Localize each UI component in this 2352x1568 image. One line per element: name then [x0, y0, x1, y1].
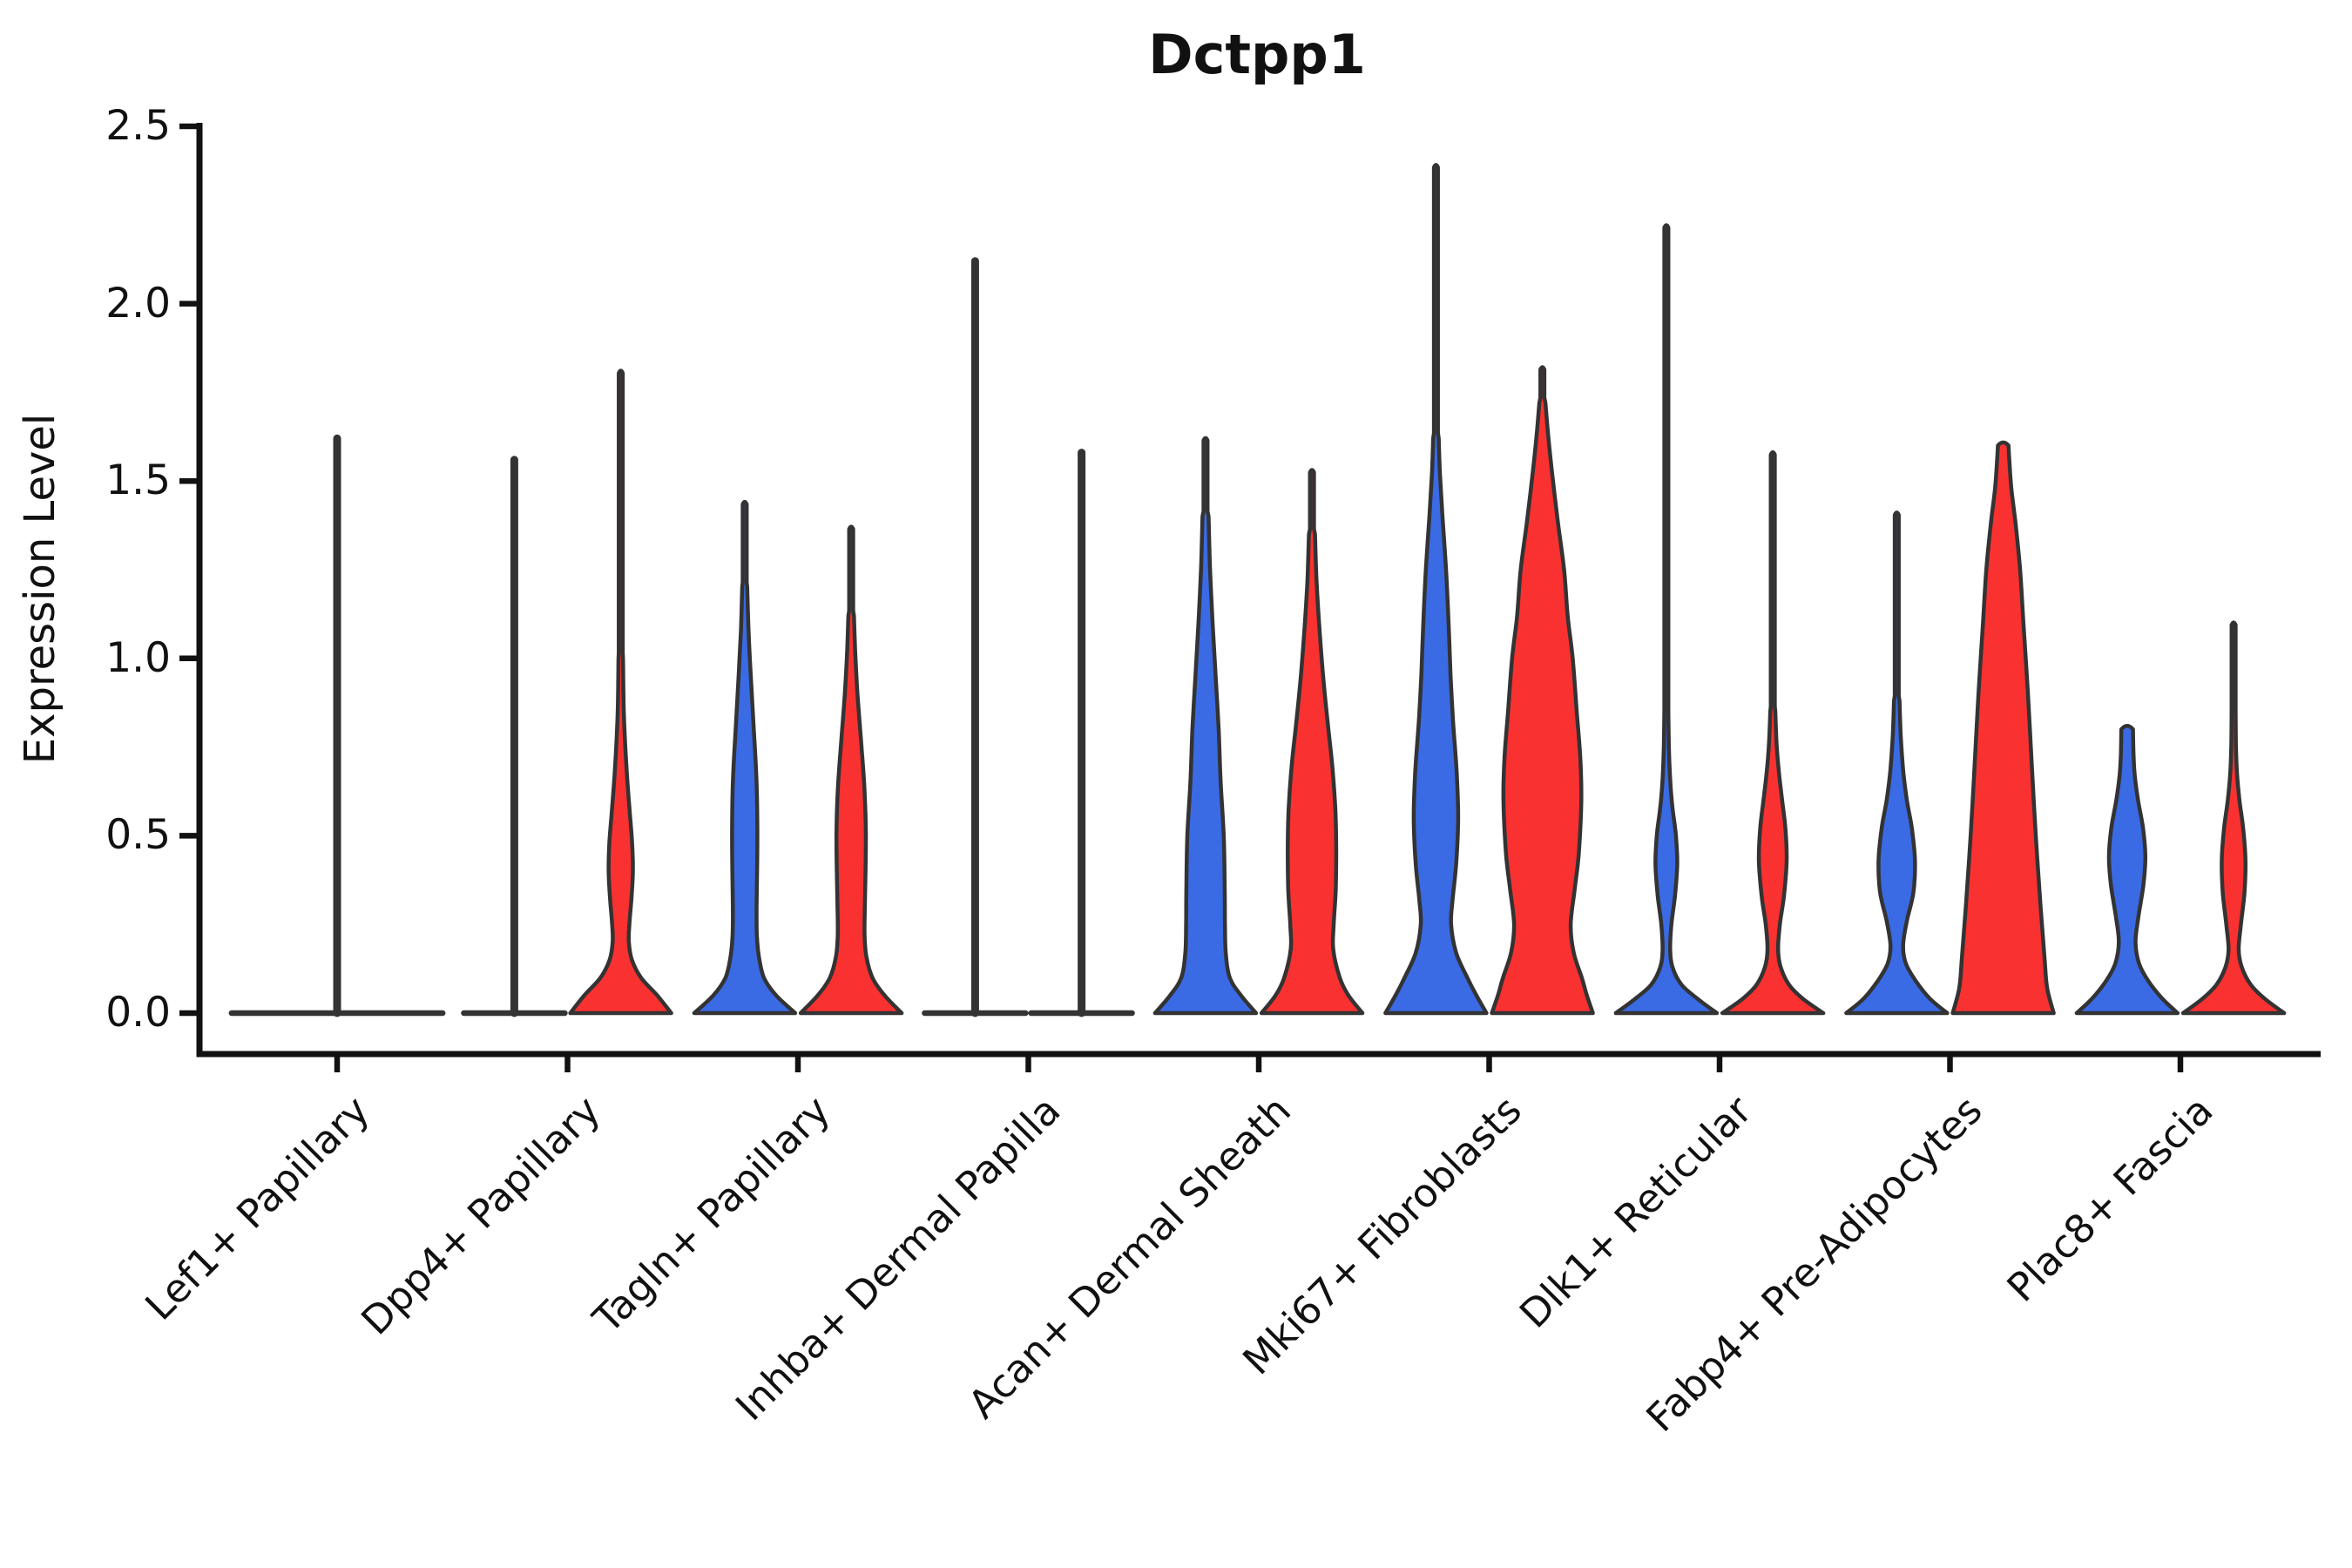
violin-plac8-fascia-red — [2180, 620, 2287, 1016]
violin-mki67-fibroblasts-blue — [1383, 163, 1489, 1016]
y-tick-label: 2.0 — [105, 279, 171, 328]
violin-acan-dermal-sheath-blue — [1152, 436, 1259, 1016]
violin-acan-dermal-sheath-red — [1259, 468, 1365, 1016]
y-tick-label: 1.5 — [105, 456, 171, 505]
y-tick-label: 0.5 — [105, 811, 171, 860]
violin-tagln-papillary-red — [798, 524, 904, 1016]
y-tick-label: 0.0 — [105, 989, 171, 1037]
chart-title: Dctpp1 — [1148, 23, 1366, 86]
violin-dlk1-reticular-red — [1720, 449, 1826, 1016]
violin-dpp4-papillary-red — [568, 368, 673, 1016]
violin-fabp4-pre-adipocytes-blue — [1844, 510, 1950, 1016]
violin-mki67-fibroblasts-red — [1490, 365, 1595, 1016]
violin-dlk1-reticular-blue — [1613, 223, 1720, 1016]
violin-plac8-fascia-blue — [2074, 723, 2180, 1016]
violin-fabp4-pre-adipocytes-red — [1950, 440, 2056, 1016]
violin-tagln-papillary-blue — [692, 499, 798, 1016]
y-tick-label: 1.0 — [105, 633, 171, 682]
y-tick-label: 2.5 — [105, 102, 171, 150]
